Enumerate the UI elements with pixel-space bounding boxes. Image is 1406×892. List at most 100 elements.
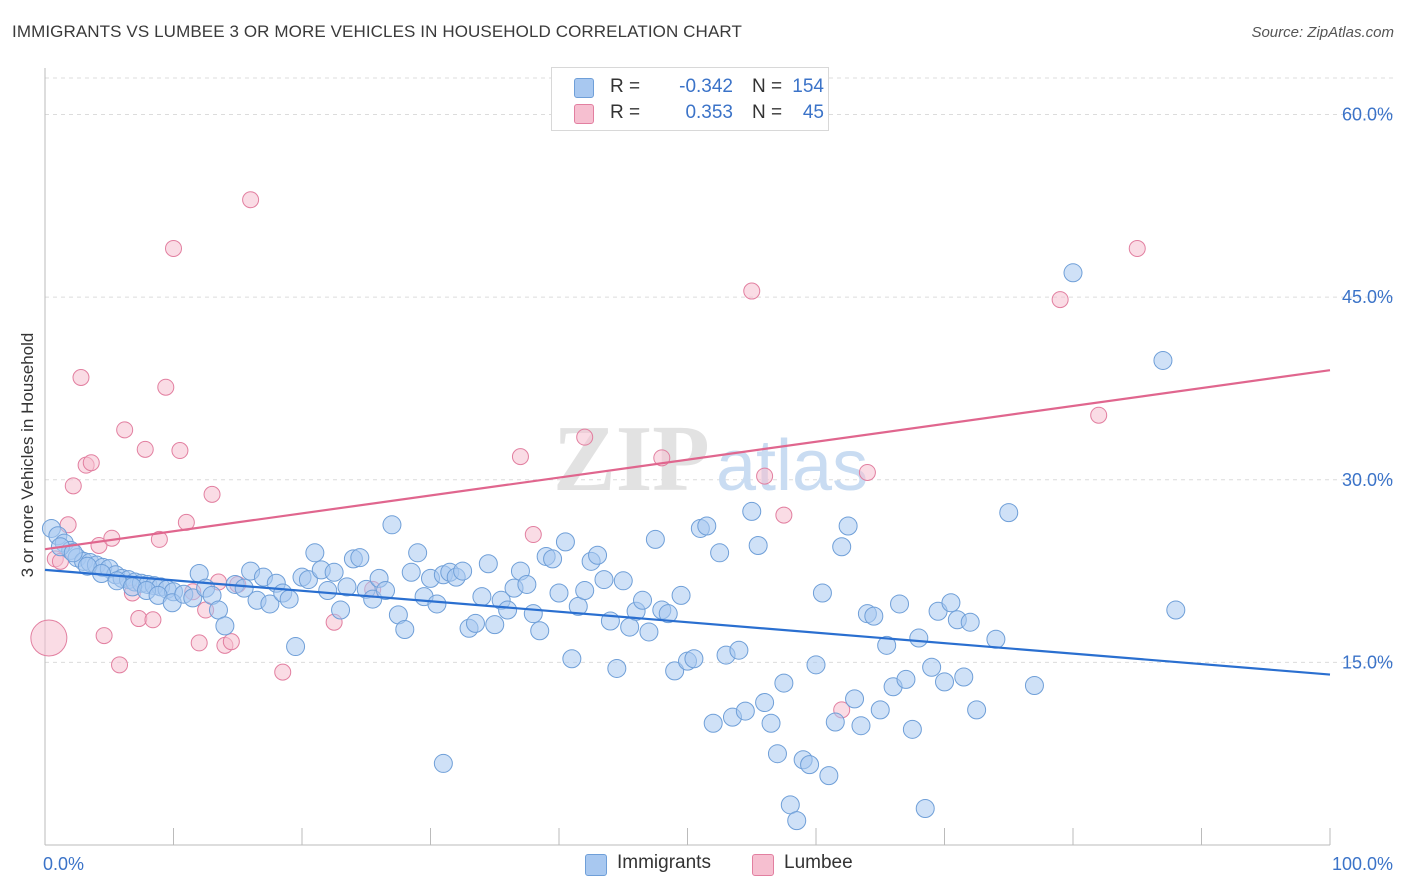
lumbee-point [242, 191, 260, 209]
lumbee-point [136, 440, 154, 458]
immigrants-point [613, 571, 633, 591]
immigrants-point [208, 600, 228, 620]
immigrants-point [645, 529, 665, 549]
immigrants-point [298, 570, 318, 590]
immigrants-point [825, 712, 845, 732]
immigrants-point [748, 536, 768, 556]
immigrants-trend-line [44, 568, 1331, 676]
lumbee-point [171, 442, 189, 460]
immigrants-point [549, 583, 569, 603]
y-tick-label: 30.0% [1342, 470, 1393, 490]
immigrants-point [350, 548, 370, 568]
trend-lines [44, 369, 1331, 676]
immigrants-point [902, 719, 922, 739]
immigrants-point [543, 549, 563, 569]
lumbee-point [64, 477, 82, 495]
immigrants-point [665, 661, 685, 681]
immigrants-point [234, 578, 254, 598]
immigrants-point [800, 755, 820, 775]
immigrants-point [305, 543, 325, 563]
immigrants-point [337, 577, 357, 597]
immigrants-point [401, 562, 421, 582]
axes [44, 68, 1331, 846]
immigrants-point [215, 616, 235, 636]
immigrants-point [260, 594, 280, 614]
immigrants-point [485, 615, 505, 635]
n-label: N = [752, 76, 783, 97]
immigrants-point [671, 585, 691, 605]
immigrants-point [986, 629, 1006, 649]
immigrants-point [922, 657, 942, 677]
legend-label-immigrants: Immigrants [617, 852, 711, 873]
immigrants-point [575, 581, 595, 601]
immigrants-point [408, 543, 428, 563]
immigrants-point [517, 574, 537, 594]
immigrants-point [530, 621, 550, 641]
immigrants-point [453, 561, 473, 581]
immigrants-point [183, 588, 203, 608]
immigrants-point [832, 537, 852, 557]
immigrants-point [954, 667, 974, 687]
lumbee-point [743, 282, 761, 300]
immigrants-point [896, 669, 916, 689]
immigrants-point [941, 593, 961, 613]
immigrants-point [960, 612, 980, 632]
immigrants-point [915, 798, 935, 818]
immigrants-point [755, 693, 775, 713]
lumbee-point [144, 611, 162, 629]
immigrants-point [890, 594, 910, 614]
immigrants-point [870, 700, 890, 720]
lumbee-point [858, 463, 876, 481]
source-label: Source: ZipAtlas.com [1251, 24, 1394, 41]
immigrants-point [318, 581, 338, 601]
immigrants-point [1063, 263, 1083, 283]
lumbee-trend-line [44, 369, 1331, 551]
r-label: R = [610, 76, 641, 97]
correlation-legend: R = -0.342 N = 154 R = 0.353 N = 45 [551, 67, 829, 131]
immigrants-point [780, 795, 800, 815]
immigrants-point [742, 501, 762, 521]
immigrants-point [909, 628, 929, 648]
immigrants-point [967, 700, 987, 720]
immigrants-point [324, 562, 344, 582]
immigrants-point [864, 606, 884, 626]
immigrants-point [562, 649, 582, 669]
watermark-zip: ZIP [553, 407, 710, 511]
immigrants-point [819, 766, 839, 786]
n-value: 154 [792, 76, 824, 97]
y-tick-label: 45.0% [1342, 287, 1393, 307]
immigrants-point [729, 640, 749, 660]
immigrants-point [465, 613, 485, 633]
n-value: 45 [802, 102, 824, 123]
lumbee-point [30, 619, 68, 657]
immigrants-point [935, 672, 954, 692]
lumbee-point [222, 633, 240, 651]
immigrants-point [63, 543, 83, 563]
lumbee-swatch [574, 104, 594, 124]
immigrants-point [498, 600, 518, 620]
lumbee-point [150, 530, 168, 548]
lumbee-point [116, 421, 134, 439]
immigrants-point [382, 515, 402, 535]
lumbee-point [130, 610, 148, 628]
lumbee-point [576, 428, 594, 446]
r-value: -0.342 [679, 76, 733, 97]
immigrants-point [433, 753, 453, 773]
immigrants-point [594, 570, 614, 590]
lumbee-point [756, 467, 774, 485]
immigrants-point [633, 590, 653, 610]
immigrants-point [697, 516, 717, 536]
immigrants-point [472, 587, 492, 607]
immigrants-point [812, 583, 832, 603]
y-tick-label: 15.0% [1342, 652, 1393, 672]
tick-labels: 15.0% 30.0% 45.0% 60.0% 0.0% 100.0% [43, 105, 1393, 874]
immigrants-point [1166, 600, 1186, 620]
lumbee-point [1051, 291, 1069, 309]
watermark-atlas: atlas [716, 426, 868, 506]
r-label: R = [610, 102, 641, 123]
immigrants-point [1024, 676, 1044, 696]
immigrants-point [838, 516, 858, 536]
immigrants-points [41, 263, 1186, 831]
lumbee-points [30, 191, 1146, 719]
